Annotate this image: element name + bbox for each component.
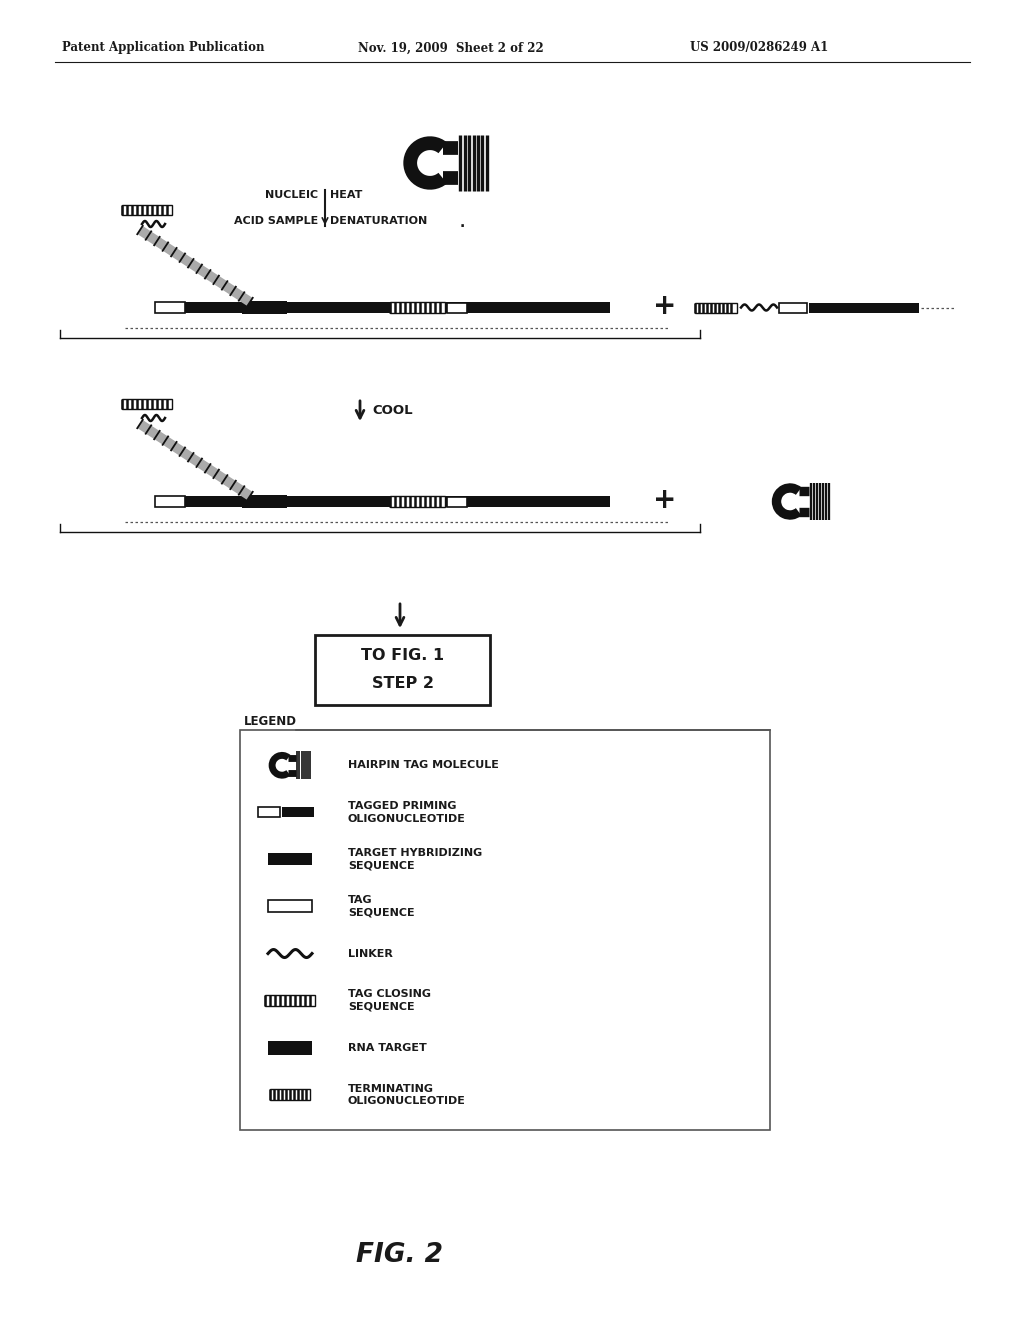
Text: DENATURATION: DENATURATION [330, 216, 427, 226]
Bar [779, 302, 807, 313]
Bar [258, 808, 280, 817]
Text: .: . [460, 216, 465, 230]
Text: TARGET HYBRIDIZING
SEQUENCE: TARGET HYBRIDIZING SEQUENCE [348, 849, 482, 871]
Bar [155, 302, 185, 313]
Bar [390, 496, 445, 507]
Bar [122, 399, 172, 409]
Text: ACID SAMPLE: ACID SAMPLE [233, 216, 318, 226]
Text: Nov. 19, 2009  Sheet 2 of 22: Nov. 19, 2009 Sheet 2 of 22 [358, 41, 544, 54]
Text: US 2009/0286249 A1: US 2009/0286249 A1 [690, 41, 828, 54]
Text: HEAT: HEAT [330, 190, 362, 201]
Text: LINKER: LINKER [348, 949, 393, 958]
Bar [268, 854, 312, 866]
Bar [265, 995, 315, 1006]
Text: STEP 2: STEP 2 [372, 676, 433, 692]
Text: COOL: COOL [372, 404, 413, 417]
Text: TAG CLOSING
SEQUENCE: TAG CLOSING SEQUENCE [348, 990, 431, 1012]
Bar [242, 301, 287, 314]
Bar [268, 1040, 312, 1055]
Bar [155, 302, 610, 313]
Text: +: + [653, 292, 677, 319]
Text: FIG. 2: FIG. 2 [356, 1242, 443, 1269]
Text: HAIRPIN TAG MOLECULE: HAIRPIN TAG MOLECULE [348, 760, 499, 771]
Text: LEGEND: LEGEND [244, 715, 297, 729]
Text: +: + [653, 486, 677, 513]
Text: RNA TARGET: RNA TARGET [348, 1043, 427, 1052]
Bar [155, 496, 610, 507]
Bar [242, 495, 287, 508]
Bar [282, 808, 314, 817]
Bar [122, 205, 172, 215]
Bar [390, 302, 445, 313]
Text: TERMINATING
OLIGONUCLEOTIDE: TERMINATING OLIGONUCLEOTIDE [348, 1084, 466, 1106]
Bar [268, 900, 312, 912]
Bar [695, 302, 737, 313]
Text: Patent Application Publication: Patent Application Publication [62, 41, 264, 54]
Text: TAG
SEQUENCE: TAG SEQUENCE [348, 895, 415, 917]
Bar [315, 635, 490, 705]
Bar [270, 1089, 310, 1100]
Bar [447, 496, 467, 507]
Text: TAGGED PRIMING
OLIGONUCLEOTIDE: TAGGED PRIMING OLIGONUCLEOTIDE [348, 801, 466, 824]
Text: NUCLEIC: NUCLEIC [265, 190, 318, 201]
Bar [240, 730, 770, 1130]
Bar [809, 302, 919, 313]
Bar [447, 302, 467, 313]
Text: TO FIG. 1: TO FIG. 1 [360, 648, 444, 664]
Bar [155, 496, 185, 507]
